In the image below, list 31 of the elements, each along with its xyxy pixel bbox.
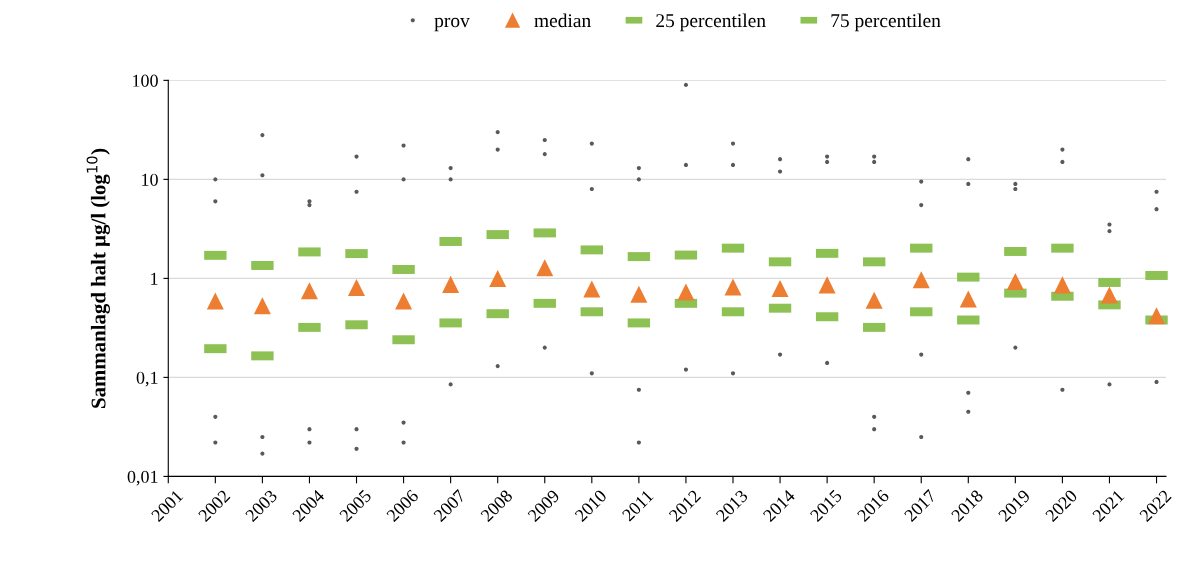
y-tick-label: 0,01 — [127, 470, 158, 486]
y-tick-label: 100 — [133, 74, 158, 87]
point — [395, 292, 413, 310]
y-tick-label: 1 — [151, 272, 158, 285]
point — [818, 276, 836, 294]
legend-label: median — [534, 13, 591, 28]
point — [253, 297, 271, 315]
point — [959, 290, 977, 308]
y-tick-label: 0,1 — [136, 371, 158, 387]
point — [912, 271, 930, 289]
point — [1148, 307, 1166, 325]
y-axis-title: Sammanlagd halt µg/l (log$^{10}$) — [86, 148, 110, 408]
point — [1053, 276, 1071, 294]
point — [489, 269, 507, 287]
point — [206, 292, 224, 310]
point — [442, 275, 460, 293]
point — [724, 278, 742, 296]
point — [536, 259, 554, 277]
y-tick-label: 10 — [142, 173, 158, 186]
point — [583, 280, 601, 298]
legend-label: 25 percentilen — [656, 13, 766, 32]
point — [1006, 273, 1024, 291]
point — [865, 291, 883, 309]
point — [1100, 286, 1118, 304]
point — [630, 285, 648, 303]
point — [300, 282, 318, 300]
point — [348, 278, 366, 296]
legend-label: 75 percentilen — [831, 13, 941, 32]
point — [677, 283, 695, 301]
point — [771, 280, 789, 298]
legend-label: prov — [434, 17, 470, 32]
